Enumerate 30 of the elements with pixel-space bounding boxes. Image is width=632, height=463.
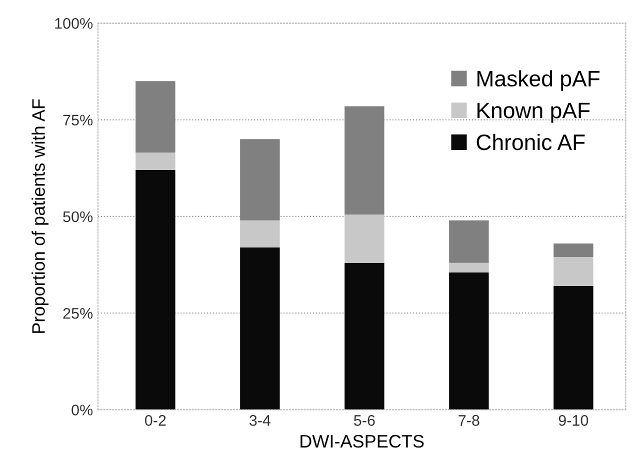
y-tick-label: 100% (55, 18, 93, 29)
bar (554, 257, 594, 286)
bar (449, 272, 489, 410)
bar (554, 244, 594, 258)
bar (136, 81, 176, 153)
bar (344, 262, 384, 410)
bar (344, 106, 384, 215)
bar (240, 247, 280, 410)
y-tick-label: 25% (63, 308, 93, 319)
bar (449, 220, 489, 263)
y-axis-title: Proportion of patients with AF (32, 99, 48, 333)
bar (344, 214, 384, 263)
x-tick-label: 9-10 (558, 415, 588, 426)
y-tick-label: 50% (63, 211, 93, 222)
bar (554, 286, 594, 410)
y-tick-label: 0% (72, 404, 93, 416)
x-axis-title: DWI-ASPECTS (300, 434, 424, 448)
y-tick-label: 75% (63, 114, 93, 126)
legend-label: Chronic AF (476, 134, 585, 150)
legend-label: Masked pAF (477, 70, 600, 91)
x-tick-label: 5-6 (354, 415, 375, 426)
bar (240, 220, 280, 248)
x-tick-label: 7-8 (458, 415, 480, 426)
bar (136, 170, 176, 410)
bar (449, 262, 489, 273)
x-tick-label: 0-2 (144, 415, 166, 426)
bar (240, 139, 280, 220)
legend-label: Known pAF (477, 102, 590, 123)
x-tick-label: 3-4 (249, 415, 271, 426)
bar (136, 152, 176, 170)
